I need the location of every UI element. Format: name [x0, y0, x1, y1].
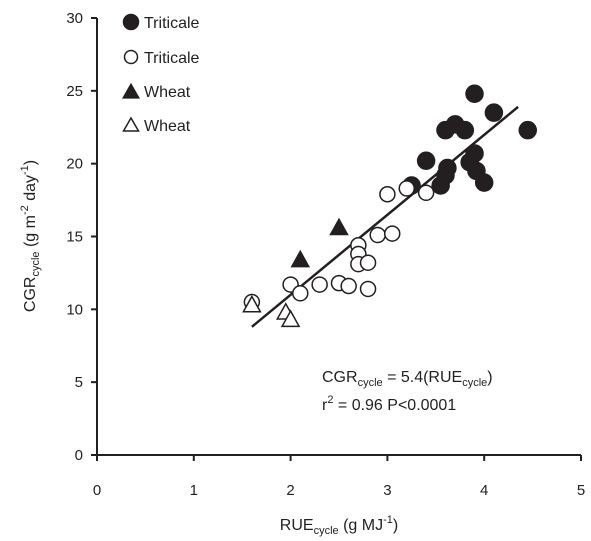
open-circle-point: [292, 285, 309, 302]
filled-circle-point: [518, 120, 538, 140]
open-circle-point: [369, 226, 386, 244]
y-tick-label: 10: [66, 301, 83, 318]
y-tick-label: 30: [66, 10, 83, 27]
legend-label-wheat-filled: Wheat: [144, 84, 191, 101]
filled-circle-point: [465, 144, 484, 163]
y-axis-ticks: 0 5 10 15 20 25 30: [66, 10, 97, 464]
x-tick-label: 2: [286, 482, 294, 499]
y-tick-label: 25: [66, 83, 83, 100]
x-axis-ticks: 0 1 2 3 4 5: [93, 455, 585, 499]
x-axis-title: RUEcycle (g MJ-1): [280, 514, 398, 537]
open-circle-point: [398, 180, 416, 197]
y-axis-title: CGRcycle (g m-2 day-1): [19, 160, 42, 312]
filled-circle-point: [438, 158, 457, 178]
open-circle-point: [417, 184, 435, 202]
equation-text: CGRcycle = 5.4(RUEcycle): [322, 369, 493, 389]
filled-circle-point: [484, 103, 504, 122]
y-tick-label: 0: [75, 447, 83, 464]
open-triangle-point: [242, 294, 262, 313]
legend-marker-open-triangle: [122, 116, 140, 132]
open-circle-point: [340, 277, 357, 295]
x-tick-label: 0: [93, 482, 101, 499]
data-points: [242, 84, 538, 328]
filled-circle-point: [416, 151, 436, 171]
y-tick-label: 15: [66, 229, 83, 246]
regression-annotation: CGRcycle = 5.4(RUEcycle) r2 = 0.96 P<0.0…: [322, 369, 493, 414]
open-circle-point: [359, 254, 377, 271]
y-tick-label: 20: [66, 156, 83, 173]
legend-marker-open-circle: [123, 49, 139, 65]
open-circle-point: [379, 186, 396, 203]
legend-marker-filled-triangle: [121, 82, 141, 99]
open-circle-point: [311, 276, 328, 293]
legend: Triticale Triticale Wheat Wheat: [121, 13, 200, 135]
filled-circle-point: [474, 173, 494, 192]
x-tick-label: 1: [190, 482, 198, 499]
filled-triangle-point: [290, 249, 311, 268]
legend-label-wheat-open: Wheat: [144, 118, 191, 135]
r-squared-text: r2 = 0.96 P<0.0001: [322, 394, 456, 414]
y-tick-label: 5: [75, 374, 83, 391]
legend-marker-filled-circle: [122, 13, 140, 31]
filled-triangle-point: [329, 217, 349, 236]
legend-label-triticale-open: Triticale: [144, 50, 200, 67]
x-tick-label: 3: [383, 482, 391, 499]
legend-label-triticale-filled: Triticale: [144, 15, 200, 32]
filled-circle-point: [465, 84, 484, 103]
x-tick-label: 5: [577, 482, 585, 499]
regression-fit-line: [251, 105, 519, 328]
open-circle-point: [383, 225, 401, 242]
open-triangle-point: [280, 309, 301, 328]
open-circle-point: [359, 280, 377, 298]
x-tick-label: 4: [480, 482, 488, 499]
filled-circle-point: [455, 120, 475, 140]
